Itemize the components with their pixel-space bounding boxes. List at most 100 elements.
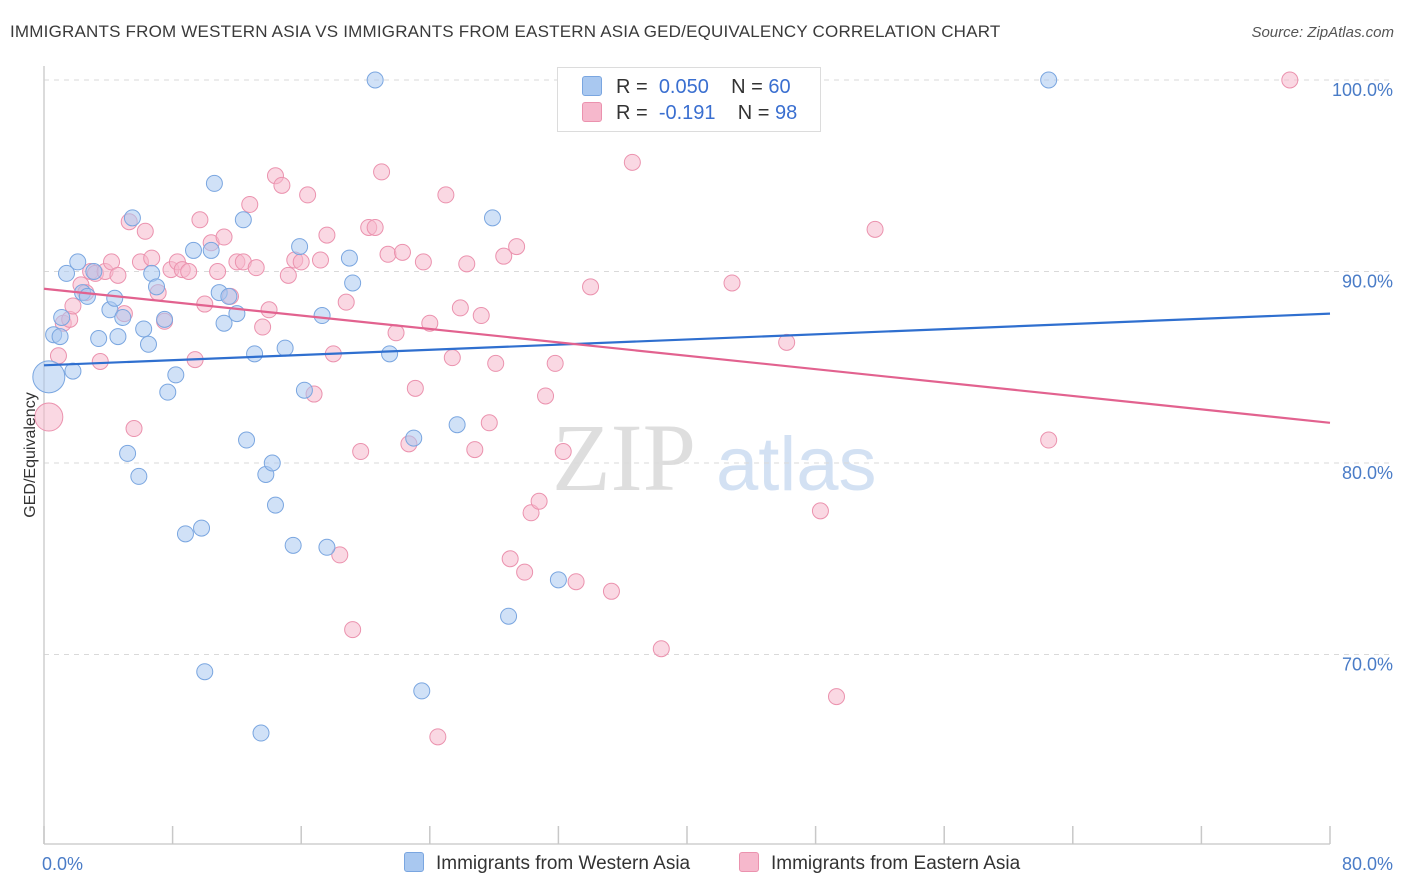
point-eastern-asia: [337, 293, 355, 311]
legend-swatch-blue: [582, 76, 602, 96]
point-eastern-asia: [443, 349, 461, 367]
point-western-asia: [266, 496, 284, 514]
point-western-asia: [90, 330, 108, 348]
axes: [43, 66, 1331, 845]
point-western-asia: [252, 724, 270, 742]
point-western-asia: [405, 429, 423, 447]
point-eastern-asia: [414, 253, 432, 271]
point-eastern-asia: [344, 621, 362, 639]
point-western-asia: [85, 263, 103, 280]
point-eastern-asia: [567, 573, 585, 591]
watermark-zip: ZIP: [552, 404, 696, 511]
point-eastern-asia: [522, 504, 540, 522]
point-western-asia: [202, 241, 220, 259]
point-eastern-asia: [318, 226, 336, 244]
point-eastern-asia: [421, 314, 439, 332]
trend-lines: [43, 287, 1331, 424]
point-eastern-asia: [437, 186, 455, 204]
point-eastern-asia: [508, 238, 526, 256]
y-tick-label: 100.0%: [1332, 80, 1393, 100]
point-western-asia: [109, 328, 127, 346]
bottom-legend-eastern-asia: Immigrants from Eastern Asia: [739, 852, 1020, 875]
point-eastern-asia: [379, 245, 397, 263]
y-tick-label: 80.0%: [1342, 463, 1393, 483]
point-eastern-asia: [480, 414, 498, 432]
point-western-asia: [58, 264, 76, 282]
point-western-asia: [291, 238, 309, 256]
legend-n-label: N =: [737, 102, 770, 124]
point-eastern-asia: [866, 220, 884, 238]
point-western-asia: [340, 249, 358, 267]
grid-lines: [44, 79, 1392, 655]
point-western-asia: [135, 320, 153, 338]
point-eastern-asia: [472, 307, 490, 325]
y-axis-title: GED/Equivalency: [22, 392, 39, 517]
point-eastern-asia: [546, 354, 564, 372]
legend-n-value-blue: 60: [768, 76, 791, 98]
point-western-asia: [119, 444, 137, 462]
point-western-asia: [413, 682, 431, 700]
bottom-legend-label-blue: Immigrants from Western Asia: [436, 853, 691, 874]
point-eastern-asia: [254, 318, 272, 336]
chart-title: IMMIGRANTS FROM WESTERN ASIA VS IMMIGRAN…: [10, 22, 1001, 41]
point-eastern-asia: [487, 354, 505, 372]
point-western-asia: [234, 211, 252, 229]
point-western-asia: [344, 274, 362, 292]
point-eastern-asia: [64, 297, 82, 315]
watermark-atlas: atlas: [716, 422, 877, 507]
point-western-asia: [483, 209, 501, 227]
legend-r-value-blue: 0.050: [658, 76, 709, 98]
point-eastern-asia: [247, 259, 265, 277]
point-eastern-asia: [554, 443, 572, 461]
point-eastern-asia: [352, 443, 370, 461]
point-western-asia: [69, 253, 87, 271]
y-tick-label: 90.0%: [1342, 272, 1393, 292]
point-eastern-asia: [331, 546, 349, 564]
point-western-asia: [276, 339, 294, 357]
legend-row-eastern-asia: R = -0.191 N = 98: [582, 102, 797, 128]
point-western-asia: [549, 571, 567, 589]
point-eastern-asia: [451, 299, 469, 317]
point-western-asia: [246, 345, 264, 363]
x-tick-label-min: 0.0%: [42, 854, 83, 874]
point-western-asia: [130, 467, 148, 485]
legend-row-western-asia: R = 0.050 N = 60: [582, 76, 791, 102]
legend-swatch-pink: [582, 102, 602, 122]
point-eastern-asia: [393, 243, 411, 261]
legend-r-label: R =: [616, 76, 648, 98]
y-tick-label: 70.0%: [1342, 655, 1393, 675]
point-western-asia: [196, 663, 214, 681]
point-eastern-asia: [723, 274, 741, 292]
point-eastern-asia: [209, 263, 227, 280]
point-eastern-asia: [91, 353, 109, 371]
point-eastern-asia: [366, 218, 384, 236]
point-western-asia: [51, 328, 69, 346]
point-eastern-asia: [109, 266, 127, 284]
point-eastern-asia: [191, 211, 209, 229]
point-eastern-asia: [260, 301, 278, 319]
correlation-legend: R = 0.050 N = 60 R = -0.191 N = 98: [557, 67, 821, 132]
point-western-asia: [313, 307, 331, 325]
point-eastern-asia: [373, 163, 391, 181]
x-tick-label-max: 80.0%: [1342, 854, 1393, 874]
point-western-asia: [263, 454, 281, 472]
point-western-asia: [448, 416, 466, 434]
point-eastern-asia: [501, 550, 519, 568]
point-western-asia: [53, 308, 71, 326]
point-western-asia: [238, 431, 256, 449]
legend-r-label: R =: [616, 102, 648, 124]
legend-n-label: N =: [731, 76, 763, 98]
point-western-asia: [106, 289, 124, 307]
point-eastern-asia: [299, 186, 317, 204]
point-western-asia: [139, 335, 157, 353]
point-eastern-asia: [582, 278, 600, 296]
point-western-asia: [193, 519, 211, 537]
point-eastern-asia: [530, 492, 548, 510]
point-western-asia: [318, 538, 336, 556]
source-label: Source: ZipAtlas.com: [1251, 24, 1394, 41]
point-western-asia: [184, 241, 202, 259]
point-eastern-asia: [778, 333, 796, 351]
axis-labels: 70.0% 80.0% 90.0% 100.0% 0.0% 80.0% GED/Equiva…: [22, 80, 1393, 874]
point-western-asia: [167, 366, 185, 384]
